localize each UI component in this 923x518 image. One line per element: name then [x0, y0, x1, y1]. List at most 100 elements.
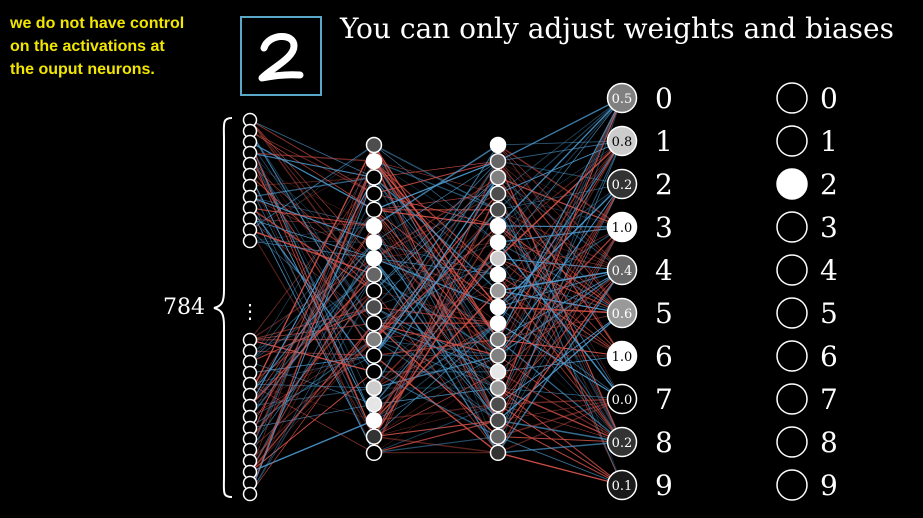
weight-line	[497, 97, 623, 453]
weight-line	[373, 144, 499, 227]
weight-line	[497, 419, 623, 486]
weight-line	[249, 274, 375, 407]
weight-line	[373, 160, 499, 178]
weight-line	[497, 140, 623, 437]
weight-line	[249, 196, 375, 243]
hidden-neuron	[489, 347, 507, 364]
weight-line	[497, 97, 623, 259]
hidden-neuron	[365, 314, 383, 332]
weight-line	[249, 209, 375, 418]
hidden-neuron	[489, 152, 507, 170]
weight-line	[249, 257, 375, 418]
weight-line	[497, 140, 623, 146]
weight-line	[249, 130, 375, 194]
hidden-neuron	[489, 169, 507, 186]
output-activation-label: 0.6	[612, 307, 633, 322]
weight-line	[249, 144, 375, 396]
hidden-neuron	[489, 136, 507, 154]
weight-line	[497, 140, 623, 356]
target-digit-label: 4	[820, 254, 838, 287]
hidden-neuron	[365, 250, 383, 267]
weight-line	[497, 274, 623, 314]
hidden-neuron	[365, 233, 383, 251]
weight-line	[373, 193, 499, 437]
output-digit-label: 4	[655, 254, 673, 287]
target-digit-label: 3	[820, 211, 838, 244]
weight-line	[373, 144, 499, 340]
weight-line	[497, 183, 623, 405]
weight-line	[497, 441, 623, 454]
weight-line	[497, 398, 623, 421]
weight-line	[497, 97, 623, 162]
output-activation-label: 0.2	[612, 178, 633, 193]
weight-line	[497, 269, 623, 437]
weight-line	[373, 354, 499, 389]
target-digit-label: 1	[820, 125, 838, 158]
target-digit-label: 2	[820, 168, 838, 201]
weight-line	[497, 209, 623, 314]
input-digit-image	[240, 16, 322, 96]
note-line-1: we do not have control	[10, 15, 185, 32]
weight-line	[249, 241, 375, 396]
weight-line	[249, 144, 375, 231]
weight-line	[249, 119, 375, 275]
weight-line	[249, 160, 375, 495]
target-neuron	[776, 168, 808, 200]
weight-line	[497, 225, 623, 228]
handwritten-digit	[258, 33, 304, 82]
weight-line	[249, 119, 375, 178]
weight-line	[497, 193, 623, 228]
weight-line	[373, 209, 499, 340]
weight-line	[497, 97, 623, 356]
weight-line	[497, 97, 623, 243]
weight-line	[373, 160, 499, 340]
weight-line	[249, 207, 375, 227]
weight-line	[249, 229, 375, 437]
output-activation-label: 1.0	[612, 221, 633, 236]
output-activation-label: 0.1	[612, 479, 633, 494]
weight-line	[249, 258, 375, 484]
output-neuron	[606, 125, 638, 157]
weight-line	[497, 258, 623, 443]
weight-line	[497, 258, 623, 357]
hidden-neuron	[489, 314, 507, 332]
weight-line	[249, 322, 375, 473]
hidden-neuron	[365, 347, 383, 364]
weight-line	[373, 160, 499, 243]
weight-line	[249, 144, 375, 242]
input-neuron	[242, 486, 258, 502]
weight-line	[249, 161, 375, 462]
hidden-neuron	[489, 282, 507, 300]
weight-line	[249, 339, 375, 473]
weight-line	[249, 177, 375, 451]
target-neuron	[776, 383, 808, 415]
hidden-neuron	[365, 185, 383, 202]
weight-line	[497, 355, 623, 443]
weight-line	[497, 419, 623, 443]
weight-line	[497, 371, 623, 443]
output-activation-label: 1.0	[612, 350, 633, 365]
hidden-neuron	[489, 201, 507, 219]
weight-line	[249, 371, 375, 473]
hidden-layer-1	[365, 136, 383, 462]
weight-line	[373, 322, 499, 437]
output-digit-label: 6	[655, 340, 673, 373]
weight-line	[249, 130, 375, 211]
weight-line	[249, 130, 375, 324]
weight-line	[497, 257, 623, 271]
weight-line	[497, 403, 623, 443]
hidden-neuron	[365, 169, 383, 186]
hidden-neuron	[365, 217, 383, 235]
output-neuron	[606, 469, 638, 501]
weight-line	[249, 322, 375, 341]
weight-line	[249, 339, 375, 373]
hidden-neuron	[365, 395, 383, 413]
output-neuron	[606, 211, 638, 243]
output-digit-label: 9	[655, 469, 673, 502]
weight-line	[249, 152, 375, 356]
weight-line	[497, 183, 623, 356]
weight-line	[249, 225, 375, 242]
weight-line	[249, 196, 375, 259]
hidden-neuron	[365, 444, 383, 462]
hidden-neuron	[489, 412, 507, 429]
